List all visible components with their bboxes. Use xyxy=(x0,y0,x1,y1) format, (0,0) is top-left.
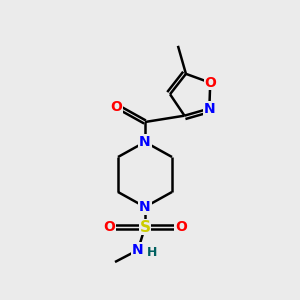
Text: S: S xyxy=(140,220,151,235)
Text: O: O xyxy=(204,76,216,90)
Text: O: O xyxy=(110,100,122,114)
Text: H: H xyxy=(147,245,157,259)
Text: N: N xyxy=(132,243,144,257)
Text: N: N xyxy=(203,101,215,116)
Text: O: O xyxy=(175,220,187,234)
Text: N: N xyxy=(139,200,151,214)
Text: O: O xyxy=(103,220,115,234)
Text: N: N xyxy=(139,135,151,149)
